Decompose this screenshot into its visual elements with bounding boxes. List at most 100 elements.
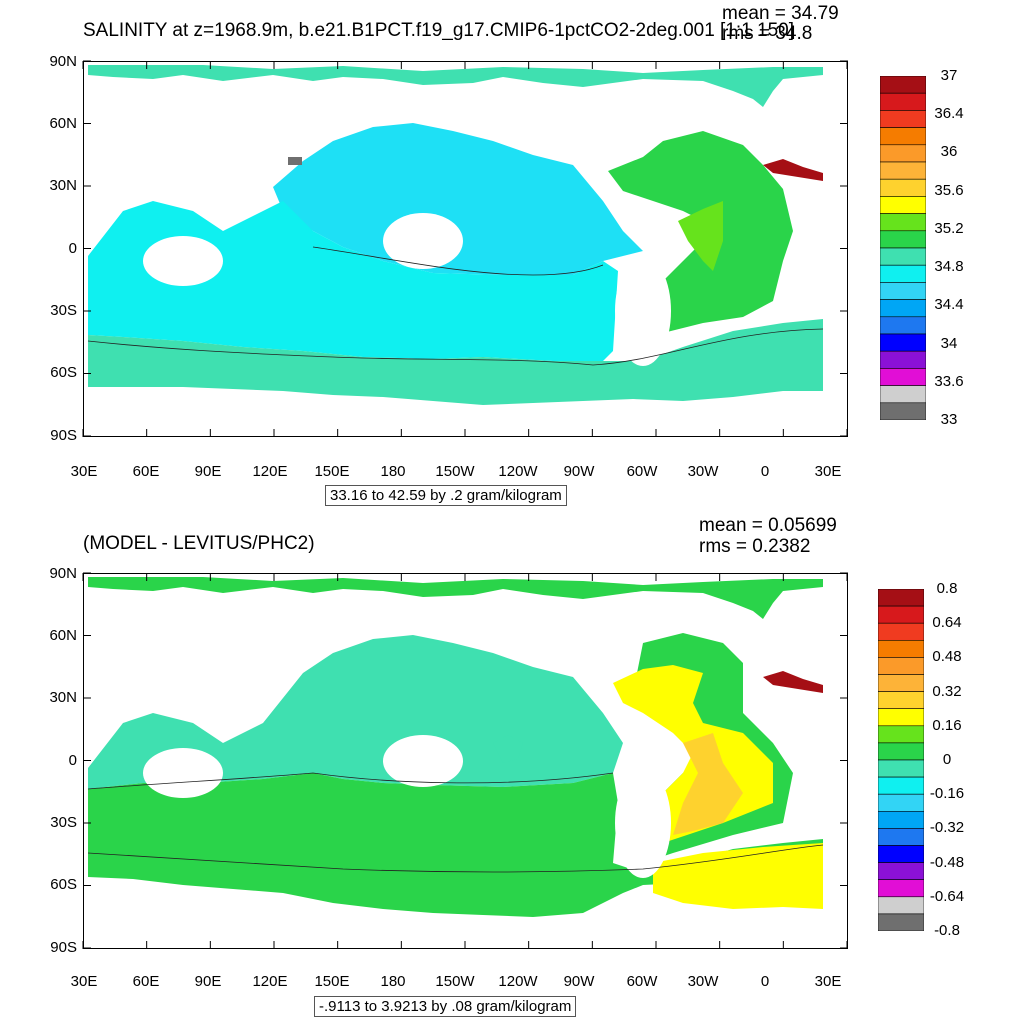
bottom-panel-mean: mean = 0.05699 <box>699 515 837 536</box>
colorbar-swatch <box>880 368 926 386</box>
colorbar-swatch <box>880 385 926 404</box>
bottom-lat-60N: 60N <box>49 627 77 644</box>
bottom-lon-label: 60E <box>132 973 160 990</box>
bottom-lon-label: 60W <box>626 973 658 990</box>
top-lon-label: 90W <box>563 463 595 480</box>
bottom-lat-30N: 30N <box>49 689 77 706</box>
top-lon-label: 60W <box>626 463 658 480</box>
bottom-lon-label: 180 <box>380 973 406 990</box>
top-range-label: 33.16 to 42.59 by .2 gram/kilogram <box>325 485 567 506</box>
colorbar-swatch <box>878 674 924 692</box>
colorbar-swatch <box>878 793 924 812</box>
colorbar-label: 34 <box>940 334 958 352</box>
colorbar-swatch <box>880 299 926 318</box>
top-lon-label: 120W <box>498 463 538 480</box>
bottom-lon-label: 30E <box>814 973 842 990</box>
colorbar-label: 37 <box>940 67 958 84</box>
bottom-lat-90S: 90S <box>50 939 77 956</box>
bottom-lon-label: 30W <box>687 973 719 990</box>
colorbar-swatch <box>878 725 924 744</box>
colorbar-swatch <box>880 144 926 163</box>
colorbar-swatch <box>878 896 924 915</box>
bottom-lon-label: 90W <box>563 973 595 990</box>
top-panel-rms: rms = 34.8 <box>722 23 813 44</box>
colorbar-swatch <box>878 589 924 607</box>
colorbar-swatch <box>878 913 924 931</box>
bottom-lon-label: 30E <box>70 973 98 990</box>
bottom-range-label: -.9113 to 3.9213 by .08 gram/kilogram <box>314 996 577 1017</box>
colorbar-swatch <box>880 282 926 300</box>
colorbar-label: -0.8 <box>934 922 960 939</box>
top-panel-mean: mean = 34.79 <box>722 3 839 24</box>
top-lon-label: 150W <box>435 463 475 480</box>
colorbar-swatch <box>880 178 926 197</box>
colorbar-swatch <box>878 708 924 727</box>
bottom-panel-title: (MODEL - LEVITUS/PHC2) <box>83 533 315 554</box>
colorbar-swatch <box>880 230 926 249</box>
colorbar-label: 36.4 <box>934 105 964 123</box>
colorbar-swatch <box>878 811 924 829</box>
top-lon-label: 60E <box>132 463 160 480</box>
colorbar-label: 35.6 <box>934 181 964 199</box>
colorbar-swatch <box>880 161 926 180</box>
bottom-lon-label: 120W <box>498 973 538 990</box>
colorbar-swatch <box>880 110 926 128</box>
top-lon-label: 30E <box>70 463 98 480</box>
colorbar-swatch <box>878 845 924 863</box>
colorbar-swatch <box>878 862 924 881</box>
colorbar-swatch <box>878 759 924 778</box>
top-lat-0: 0 <box>68 240 77 257</box>
colorbar-swatch <box>880 333 926 352</box>
colorbar-label: 0.48 <box>932 648 962 666</box>
top-lon-label: 0 <box>760 463 770 480</box>
colorbar-swatch <box>880 316 926 335</box>
colorbar-label: 33.6 <box>934 372 964 390</box>
colorbar-swatch <box>878 622 924 641</box>
top-map <box>83 61 848 437</box>
top-lat-30N: 30N <box>49 177 77 194</box>
bottom-lon-label: 150W <box>435 973 475 990</box>
colorbar-label: 33 <box>940 411 958 428</box>
top-lat-90S: 90S <box>50 427 77 444</box>
bottom-lat-60S: 60S <box>50 876 77 893</box>
colorbar-swatch <box>878 691 924 709</box>
colorbar-label: 35.2 <box>934 219 964 237</box>
colorbar-swatch <box>878 776 924 795</box>
top-lat-60N: 60N <box>49 115 77 132</box>
colorbar-label: 34.8 <box>934 258 964 276</box>
bottom-lon-label: 90E <box>194 973 222 990</box>
colorbar-label: -0.48 <box>929 853 965 871</box>
colorbar-swatch <box>878 828 924 846</box>
top-lon-label: 180 <box>380 463 406 480</box>
colorbar-swatch <box>880 350 926 369</box>
colorbar-label: -0.32 <box>929 819 965 837</box>
colorbar-swatch <box>878 879 924 898</box>
colorbar-swatch <box>878 639 924 658</box>
colorbar-swatch <box>880 127 926 146</box>
bottom-lon-label: 120E <box>252 973 288 990</box>
colorbar-swatch <box>880 402 926 420</box>
top-lon-label: 90E <box>194 463 222 480</box>
colorbar-swatch <box>878 657 924 675</box>
colorbar-swatch <box>880 247 926 266</box>
top-lon-label: 150E <box>314 463 350 480</box>
colorbar-swatch <box>878 605 924 624</box>
gray-region <box>288 157 302 165</box>
colorbar-label: 34.4 <box>934 296 964 314</box>
bottom-map <box>83 573 848 949</box>
colorbar-swatch <box>878 742 924 761</box>
colorbar-label: 0 <box>942 751 952 768</box>
bottom-colorbar <box>878 589 924 931</box>
top-lat-60S: 60S <box>50 364 77 381</box>
top-lon-label: 120E <box>252 463 288 480</box>
top-lon-label: 30W <box>687 463 719 480</box>
bottom-lat-90N: 90N <box>49 565 77 582</box>
colorbar-label: 0.16 <box>932 716 962 734</box>
bottom-panel-rms: rms = 0.2382 <box>699 536 811 557</box>
bottom-lon-label: 150E <box>314 973 350 990</box>
colorbar-swatch <box>880 264 926 283</box>
top-lat-90N: 90N <box>49 53 77 70</box>
top-lat-30S: 30S <box>50 302 77 319</box>
colorbar-label: 0.64 <box>932 614 962 632</box>
colorbar-swatch <box>880 213 926 232</box>
